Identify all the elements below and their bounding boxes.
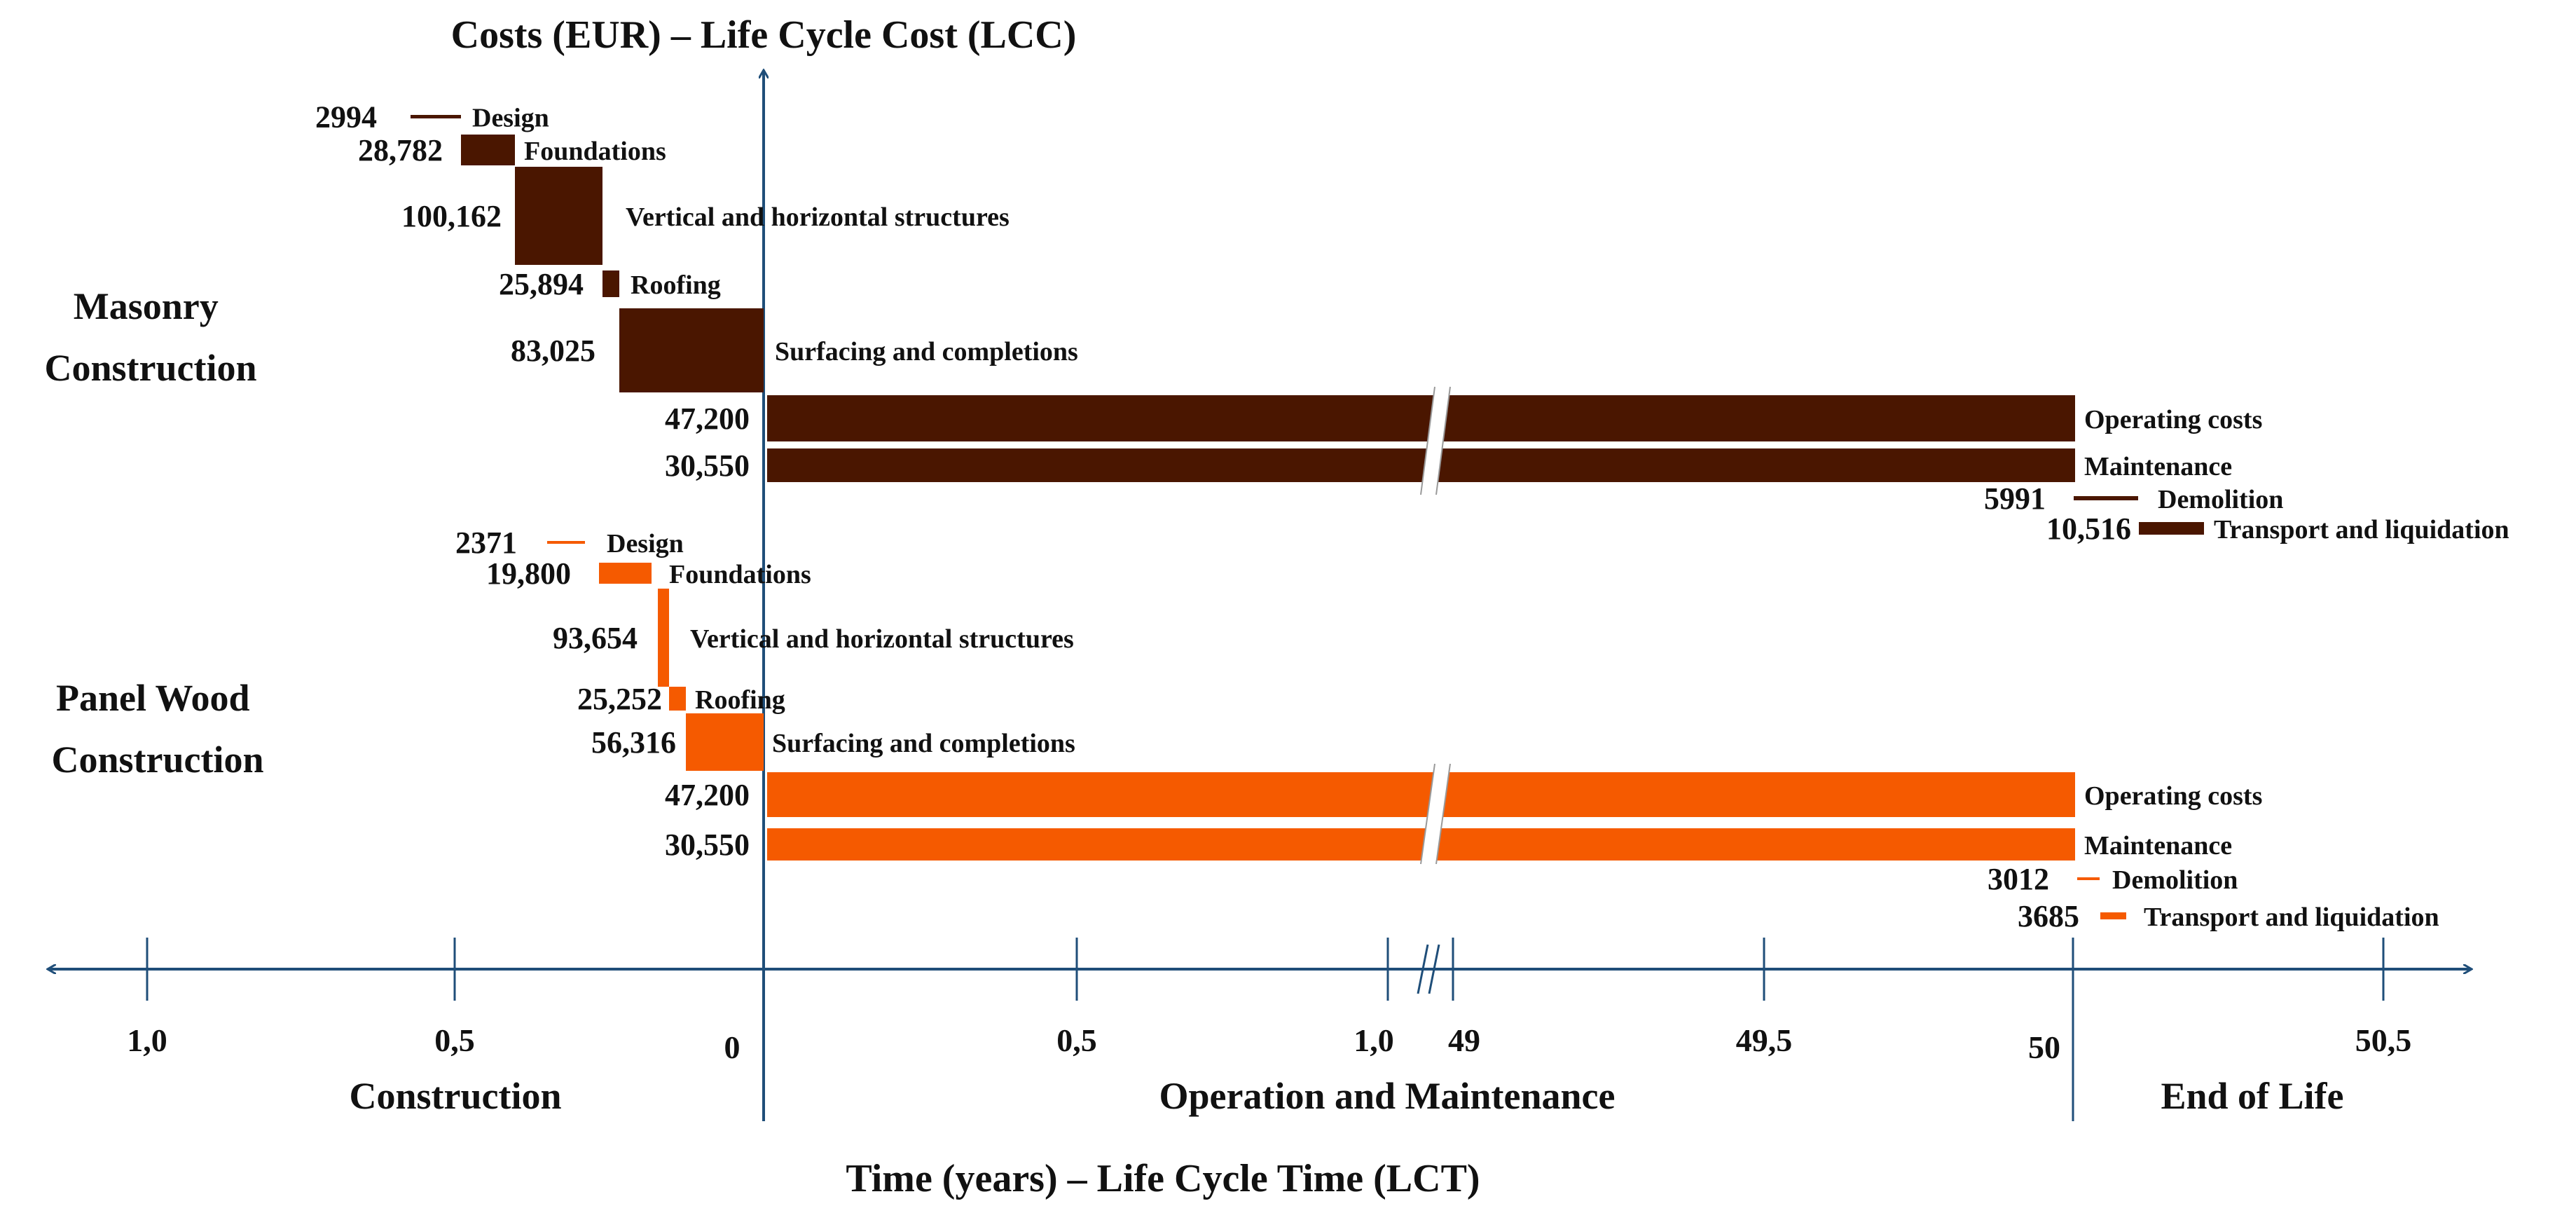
axis-break-icon — [1417, 944, 1440, 994]
bar-category-label: Design — [472, 104, 549, 133]
bar-category-label: Operating costs — [2084, 405, 2262, 434]
cost-bar — [2074, 496, 2138, 500]
bar-value-label: 56,316 — [591, 725, 676, 760]
group-label-line: Construction — [44, 347, 256, 389]
bar-category-label: Surfacing and completions — [772, 729, 1075, 758]
bar-value-label: 47,200 — [665, 778, 750, 812]
tick-label: 50 — [2028, 1029, 2060, 1065]
bar-value-label: 10,516 — [2046, 512, 2131, 546]
cost-bar — [686, 713, 764, 771]
cost-bar — [767, 772, 2075, 817]
cost-bar — [669, 687, 686, 711]
group-label-wood: Panel Wood Construction — [51, 677, 263, 781]
tick-label: 49,5 — [1736, 1022, 1793, 1058]
bar-category-label: Foundations — [669, 560, 811, 589]
cost-bar — [515, 167, 602, 265]
axes — [48, 70, 2472, 1121]
bar-value-label: 5991 — [1984, 481, 2046, 516]
group-label-line: Masonry — [74, 285, 219, 327]
bar-value-label: 19,800 — [486, 556, 571, 591]
bar-value-label: 93,654 — [553, 621, 638, 655]
bar-category-label: Surfacing and completions — [775, 337, 1078, 366]
bar-category-label: Roofing — [631, 270, 721, 300]
y-axis-title: Costs (EUR) – Life Cycle Cost (LCC) — [451, 13, 1077, 57]
bar-value-label: 3685 — [2018, 899, 2079, 933]
group-label-line: Construction — [51, 739, 263, 781]
tick-marks — [146, 938, 2385, 1001]
cost-bars: 2994 Design 28,782 Foundations 100,162 Vertic… — [315, 100, 2509, 934]
break-masonry-icon — [1420, 386, 1451, 495]
cost-bar — [658, 589, 669, 687]
cost-bar — [599, 563, 652, 584]
bar-category-label: Vertical and horizontal structures — [626, 203, 1010, 232]
x-axis-title: Time (years) – Life Cycle Time (LCT) — [846, 1157, 1480, 1200]
tick-label: 0 — [724, 1029, 741, 1065]
bar-value-label: 2994 — [315, 100, 377, 135]
bar-break-icons — [1420, 386, 1451, 865]
bar-category-label: Foundations — [524, 137, 666, 166]
cost-bar — [619, 308, 764, 392]
cost-bar — [767, 828, 2075, 861]
cost-bar — [2077, 877, 2100, 880]
tick-label: 49 — [1448, 1022, 1480, 1058]
bar-category-label: Transport and liquidation — [2144, 903, 2439, 932]
bar-category-label: Operating costs — [2084, 781, 2262, 811]
bar-category-label: Vertical and horizontal structures — [690, 624, 1074, 654]
bar-value-label: 3012 — [1988, 862, 2049, 896]
bar-category-label: Maintenance — [2084, 831, 2232, 861]
bar-value-label: 28,782 — [358, 133, 443, 167]
cost-bar — [767, 395, 2075, 441]
bar-value-label: 100,162 — [401, 199, 502, 233]
tick-label: 50,5 — [2355, 1022, 2412, 1058]
tick-label: 1,0 — [127, 1022, 167, 1058]
tick-label: 0,5 — [434, 1022, 475, 1058]
break-wood-icon — [1420, 763, 1451, 865]
tick-labels: 1,0 0,5 0 0,5 1,0 49 49,5 50 50,5 — [127, 1022, 2411, 1065]
phase-label-end-of-life: End of Life — [2161, 1075, 2343, 1117]
bar-value-label: 30,550 — [665, 448, 750, 483]
phase-label-operation: Operation and Maintenance — [1159, 1075, 1615, 1117]
group-label-line: Panel Wood — [56, 677, 250, 719]
phase-label-construction: Construction — [349, 1075, 561, 1117]
tick-label: 0,5 — [1056, 1022, 1097, 1058]
cost-bar — [2100, 912, 2126, 919]
bar-category-label: Demolition — [2158, 485, 2283, 514]
bar-value-label: 83,025 — [511, 334, 595, 368]
bar-category-label: Demolition — [2112, 865, 2238, 895]
bar-value-label: 47,200 — [665, 402, 750, 436]
cost-bar — [547, 541, 585, 544]
cost-bar — [461, 135, 515, 165]
bar-value-label: 25,894 — [499, 267, 584, 301]
bar-category-label: Roofing — [695, 685, 785, 715]
bar-value-label: 25,252 — [577, 682, 662, 716]
cost-bar — [411, 115, 461, 118]
tick-label: 1,0 — [1354, 1022, 1394, 1058]
group-label-masonry: Masonry Construction — [44, 285, 256, 389]
bar-category-label: Maintenance — [2084, 452, 2232, 481]
bar-value-label: 2371 — [455, 526, 517, 560]
cost-bar — [2139, 522, 2204, 535]
bar-category-label: Design — [607, 529, 684, 558]
bar-category-label: Transport and liquidation — [2214, 515, 2509, 544]
cost-bar — [602, 270, 619, 297]
cost-bar — [767, 448, 2075, 482]
bar-value-label: 30,550 — [665, 828, 750, 862]
